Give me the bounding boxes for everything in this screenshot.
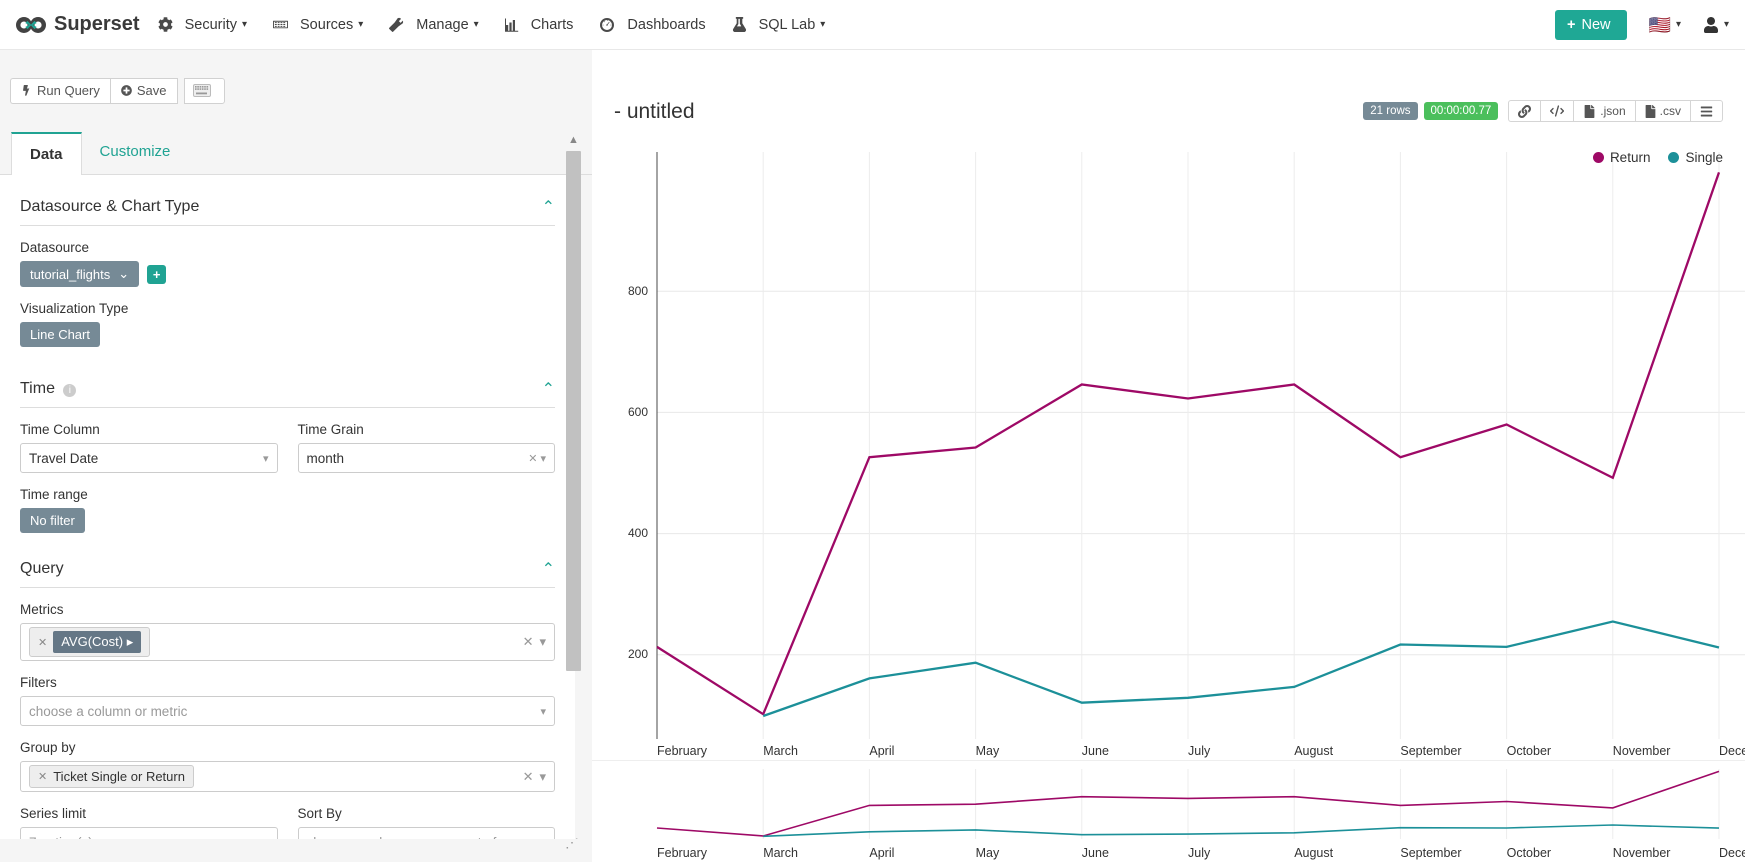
svg-text:600: 600 — [628, 405, 648, 419]
svg-text:June: June — [1082, 744, 1109, 758]
svg-text:July: July — [1188, 744, 1211, 758]
svg-text:November: November — [1613, 744, 1671, 758]
svg-text:September: September — [1400, 744, 1461, 758]
svg-text:May: May — [976, 744, 1000, 758]
svg-text:July: July — [1188, 846, 1211, 860]
svg-text:February: February — [657, 744, 708, 758]
svg-text:April: April — [869, 744, 894, 758]
svg-text:August: August — [1294, 846, 1333, 860]
svg-text:October: October — [1507, 846, 1551, 860]
svg-text:September: September — [1400, 846, 1461, 860]
svg-text:May: May — [976, 846, 1000, 860]
svg-text:April: April — [869, 846, 894, 860]
svg-text:400: 400 — [628, 526, 648, 540]
svg-text:November: November — [1613, 846, 1671, 860]
svg-text:March: March — [763, 846, 798, 860]
svg-text:December: December — [1719, 744, 1745, 758]
svg-text:March: March — [763, 744, 798, 758]
svg-text:February: February — [657, 846, 708, 860]
svg-text:800: 800 — [628, 284, 648, 298]
svg-text:200: 200 — [628, 647, 648, 661]
svg-text:June: June — [1082, 846, 1109, 860]
svg-text:December: December — [1719, 846, 1745, 860]
svg-text:October: October — [1507, 744, 1551, 758]
svg-text:August: August — [1294, 744, 1333, 758]
